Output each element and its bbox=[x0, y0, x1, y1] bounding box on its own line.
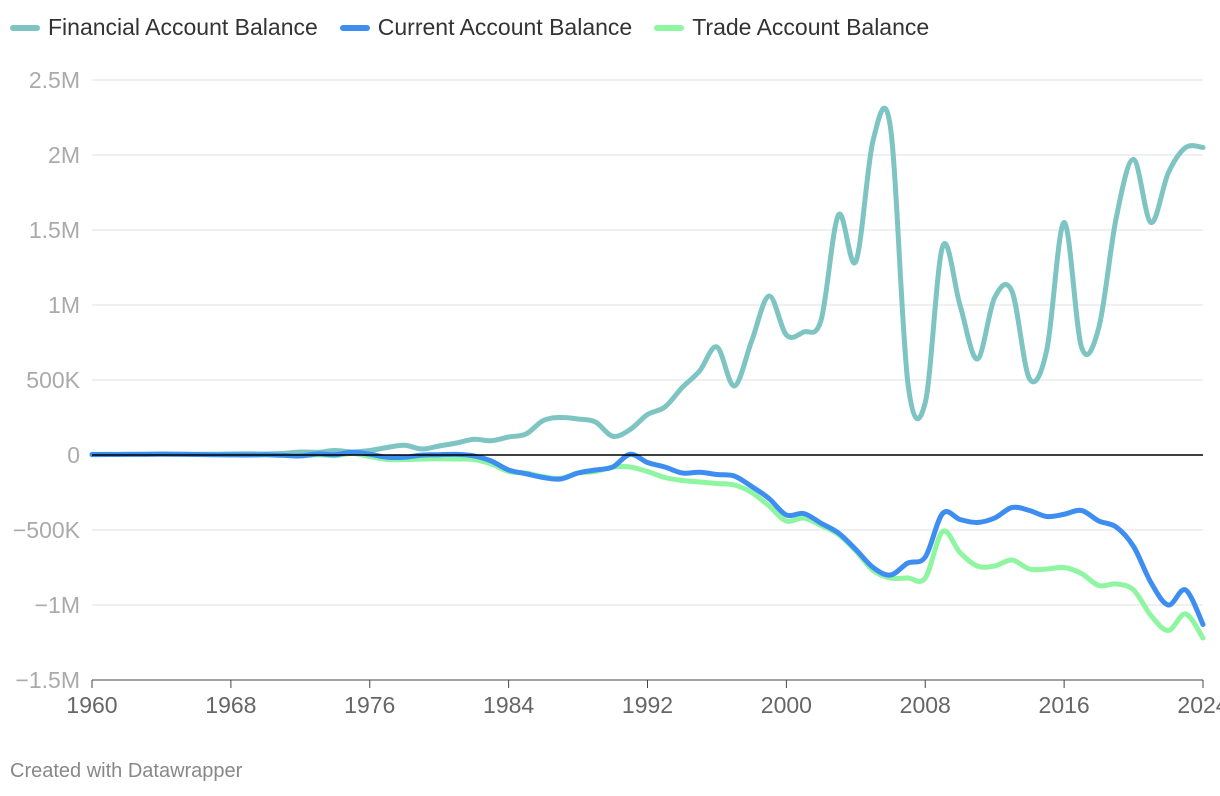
y-tick-label: −1.5M bbox=[15, 667, 80, 693]
series-line-current-account-balance bbox=[89, 449, 1206, 627]
legend-item-trade[interactable]: Trade Account Balance bbox=[654, 14, 929, 41]
y-tick-label: 1M bbox=[48, 292, 80, 318]
legend-swatch-trade bbox=[654, 24, 685, 31]
legend-item-financial[interactable]: Financial Account Balance bbox=[10, 14, 318, 41]
series-line-financial-account-balance bbox=[89, 105, 1206, 458]
y-tick-label: 2M bbox=[48, 142, 80, 168]
footer-credit: Created with Datawrapper bbox=[10, 760, 243, 782]
y-tick-label: −500K bbox=[13, 517, 81, 543]
legend-item-current[interactable]: Current Account Balance bbox=[339, 14, 633, 41]
y-tick-label: 0 bbox=[67, 442, 80, 468]
legend-swatch-financial bbox=[10, 24, 40, 31]
x-tick-label: 1968 bbox=[205, 692, 256, 718]
y-tick-label: 1.5M bbox=[29, 217, 80, 243]
series-line-trade-account-balance bbox=[89, 450, 1206, 641]
x-tick-label: 2016 bbox=[1039, 692, 1090, 718]
y-tick-label: 2.5M bbox=[29, 67, 80, 93]
y-tick-label: −1M bbox=[35, 592, 80, 618]
x-tick-label: 2000 bbox=[761, 692, 812, 718]
y-tick-label: 500K bbox=[26, 367, 80, 393]
x-tick-label: 2024 bbox=[1177, 692, 1220, 718]
x-tick-label: 2008 bbox=[900, 692, 951, 718]
legend-swatch-current bbox=[339, 24, 370, 31]
legend-label-current: Current Account Balance bbox=[377, 14, 633, 40]
legend-label-financial: Financial Account Balance bbox=[48, 14, 318, 40]
x-tick-label: 1976 bbox=[344, 692, 395, 718]
x-tick-label: 1960 bbox=[66, 692, 117, 718]
x-tick-label: 1992 bbox=[622, 692, 673, 718]
x-tick-label: 1984 bbox=[483, 692, 534, 718]
legend-label-trade: Trade Account Balance bbox=[692, 14, 930, 40]
legend: Financial Account Balance Current Accoun… bbox=[10, 14, 951, 41]
